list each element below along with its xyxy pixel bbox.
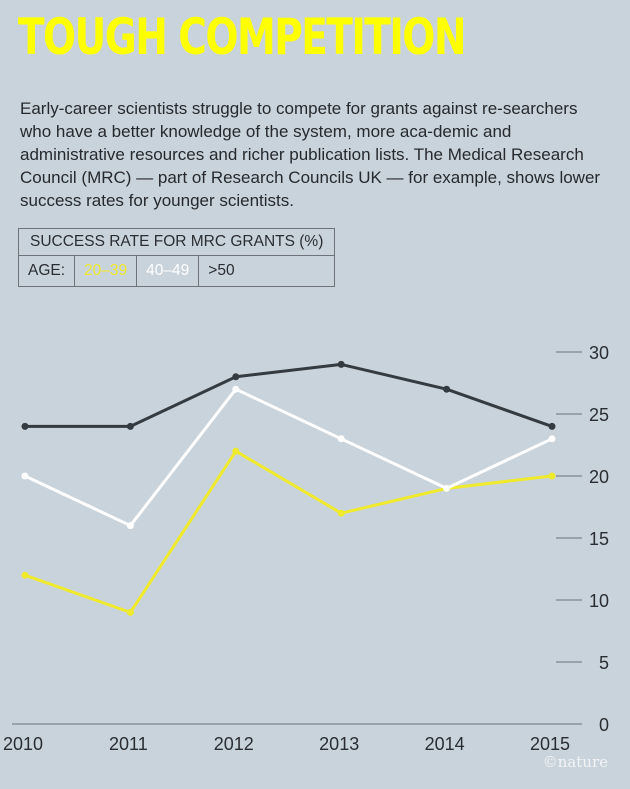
y-tick-label-0: 0 [599,715,609,735]
line-chart: 0 5 10 15 20 25 30 2010 2011 2012 2013 2014 2015 [3,343,609,754]
x-axis: 2010 2011 2012 2013 2014 2015 [3,723,582,754]
data-point-3-2011 [126,422,134,430]
series-line-1 [24,449,553,614]
x-tick-label-2010: 2010 [3,734,43,754]
data-point-3-2012 [232,373,240,381]
legend-age-row: AGE: 20–39 40–49 >50 [19,255,335,286]
data-point-3-2015 [548,422,556,430]
legend-entry-20-39: 20–39 [75,256,138,286]
legend-entry-40-49: 40–49 [137,256,200,286]
y-tick-label-5: 5 [599,653,609,673]
x-tick-label-2013: 2013 [319,734,359,754]
data-point-1-2015 [548,472,556,480]
data-point-1-2013 [337,509,345,517]
series-2 [21,385,556,530]
legend-age-label: AGE: [19,256,76,286]
y-axis: 0 5 10 15 20 25 30 [556,343,609,735]
data-point-3-2013 [337,360,345,368]
x-tick-label-2015: 2015 [530,734,570,754]
x-tick-label-2011: 2011 [109,734,148,754]
data-point-2-2011 [126,522,134,530]
series-1 [21,447,556,616]
x-tick-label-2014: 2014 [425,734,465,754]
data-point-1-2010 [21,571,29,579]
data-point-2-2012 [232,385,240,393]
y-tick-label-10: 10 [589,591,609,611]
legend: SUCCESS RATE FOR MRC GRANTS (%) AGE: 20–… [18,228,336,287]
data-point-3-2010 [21,422,29,430]
chart-title: TOUGH COMPETITION [18,8,467,66]
series-3 [21,360,556,430]
y-tick-label-20: 20 [589,467,609,487]
series-line-3 [25,362,553,428]
data-point-1-2011 [126,608,134,616]
intro-text: Early-career scientists struggle to comp… [20,99,601,210]
data-point-2-2015 [548,435,556,443]
y-tick-label-30: 30 [589,343,609,363]
legend-entry-over-50: >50 [208,262,235,279]
series-line-2 [24,387,553,528]
data-point-1-2012 [232,447,240,455]
legend-heading: SUCCESS RATE FOR MRC GRANTS (%) [30,233,324,250]
data-point-2-2010 [21,472,29,480]
data-point-2-2013 [337,435,345,443]
x-tick-label-2012: 2012 [214,734,254,754]
data-point-2-2014 [443,484,451,492]
data-point-3-2014 [443,385,451,393]
nature-credit: ©nature [542,753,608,771]
y-tick-label-15: 15 [589,529,609,549]
y-tick-label-25: 25 [589,405,609,425]
series-layer [21,360,556,616]
